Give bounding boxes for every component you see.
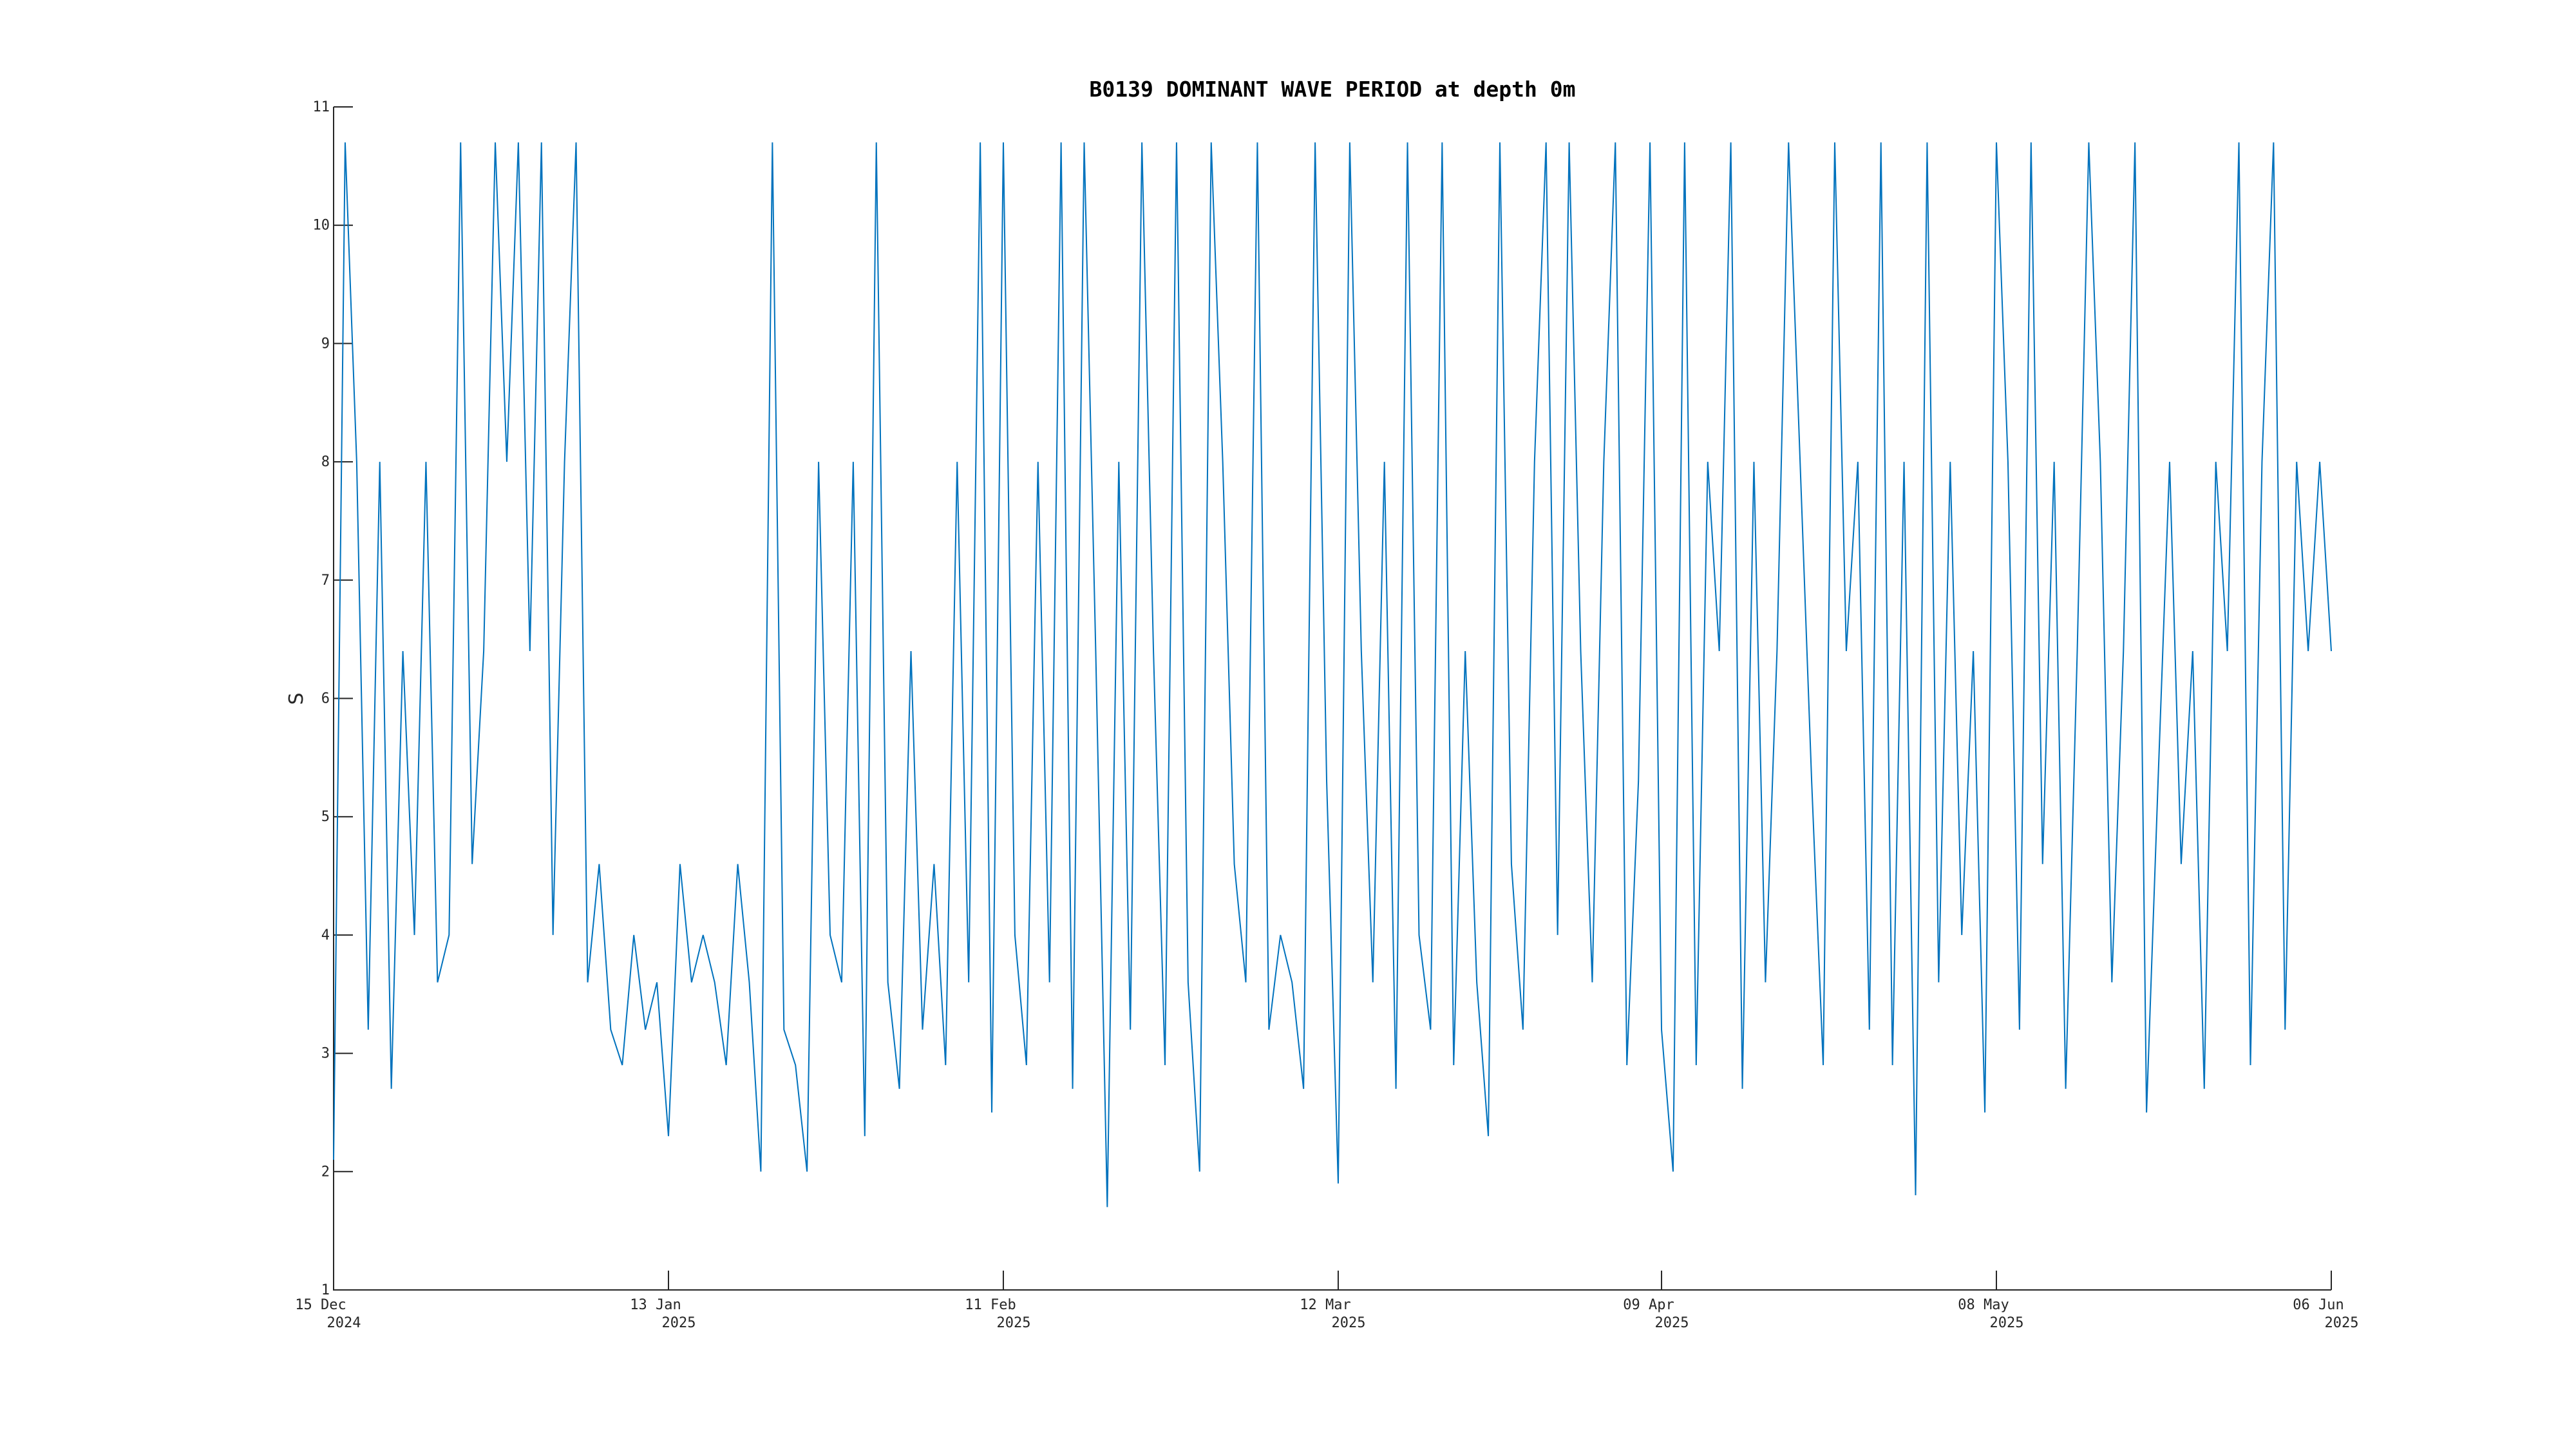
x-tick-label-line: 2025 <box>996 1315 1030 1331</box>
x-tick-label-line: 11 Feb <box>965 1297 1016 1313</box>
y-axis-label: S <box>285 692 308 705</box>
y-tick-label: 9 <box>321 336 330 352</box>
x-tick-label-line: 2025 <box>2325 1315 2359 1331</box>
y-tick-label: 2 <box>321 1164 330 1180</box>
x-tick-label-line: 2024 <box>327 1315 361 1331</box>
x-tick-label-line: 09 Apr <box>1623 1297 1674 1313</box>
x-tick-label-line: 08 May <box>1958 1297 2009 1313</box>
x-tick-label: 09 Apr 2025 <box>1623 1297 1689 1331</box>
y-tick-label: 11 <box>313 99 330 115</box>
x-tick-label: 11 Feb 2025 <box>965 1297 1030 1331</box>
x-tick-label-line: 06 Jun <box>2293 1297 2344 1313</box>
y-tick-label: 6 <box>321 691 330 707</box>
x-tick-label: 08 May 2025 <box>1958 1297 2023 1331</box>
x-tick-label: 06 Jun 2025 <box>2293 1297 2358 1331</box>
data-line <box>333 142 2332 1208</box>
x-tick-label-line: 13 Jan <box>630 1297 681 1313</box>
x-tick-label: 13 Jan 2025 <box>630 1297 696 1331</box>
x-tick-label-line: 15 Dec <box>295 1297 346 1313</box>
y-tick-label: 5 <box>321 809 330 825</box>
x-tick-label-line: 12 Mar <box>1300 1297 1350 1313</box>
y-tick-label: 10 <box>313 218 330 234</box>
x-tick-label-line: 2025 <box>1655 1315 1689 1331</box>
y-tick-label: 3 <box>321 1046 330 1062</box>
axis-line <box>333 107 2331 1291</box>
y-tick-label: 7 <box>321 573 330 589</box>
y-tick-label: 8 <box>321 454 330 470</box>
x-tick-label: 15 Dec 2024 <box>295 1297 361 1331</box>
x-tick-label-line: 2025 <box>1331 1315 1365 1331</box>
x-tick-label: 12 Mar 2025 <box>1300 1297 1365 1331</box>
y-tick-label: 1 <box>321 1282 330 1298</box>
x-tick-label-line: 2025 <box>661 1315 696 1331</box>
chart-title: B0139 DOMINANT WAVE PERIOD at depth 0m <box>1090 77 1576 102</box>
x-tick-label-line: 2025 <box>1990 1315 2024 1331</box>
y-tick-label: 4 <box>321 927 330 943</box>
